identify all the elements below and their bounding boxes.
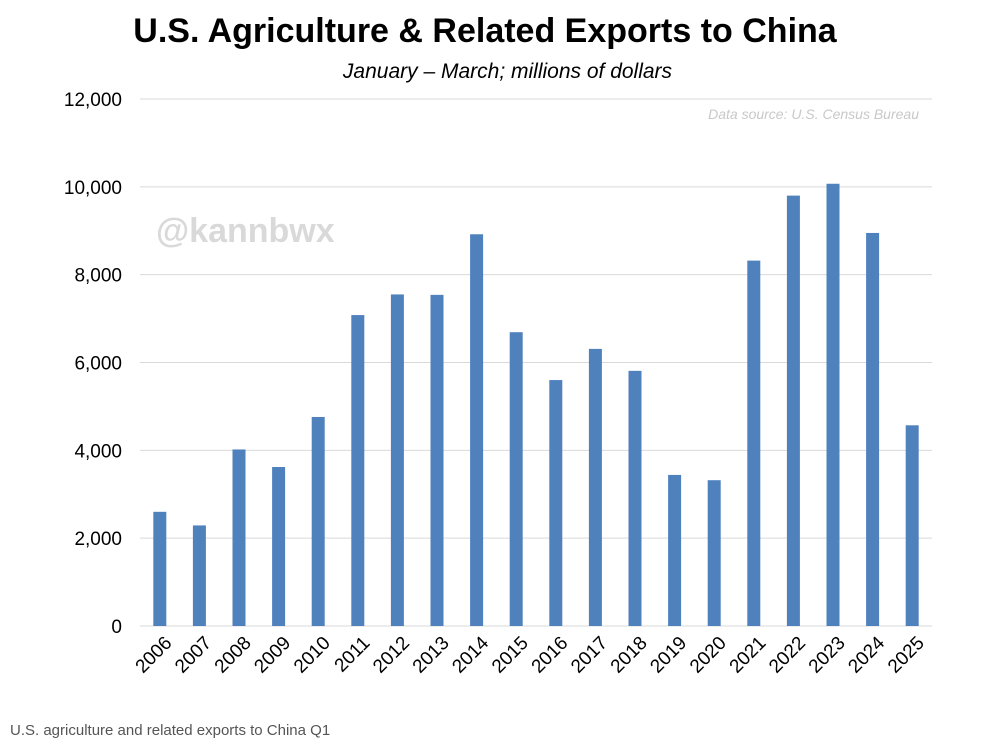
bar-series [153,183,919,627]
y-tick-label: 10,000 [64,178,122,199]
x-tick-label: 2018 [607,633,652,678]
x-tick-label: 2019 [646,633,691,678]
x-tick-label: 2020 [686,633,731,678]
x-tick-label: 2006 [132,633,177,678]
bar [707,480,721,626]
y-tick-label: 8,000 [74,266,122,287]
x-tick-label: 2013 [409,633,454,678]
bar [668,474,682,626]
bar [866,232,880,626]
x-tick-label: 2015 [488,633,533,678]
bar [786,195,800,626]
x-tick-label: 2016 [528,633,573,678]
bar [192,525,206,626]
bar [153,511,167,626]
bar [272,467,286,626]
watermark-text: @kannbwx [156,212,335,250]
x-tick-label: 2007 [171,633,216,678]
x-tick-label: 2008 [211,633,256,678]
x-tick-label: 2009 [250,633,295,678]
x-tick-label: 2025 [884,633,929,678]
bar [747,260,761,626]
bar [628,370,642,626]
x-tick-label: 2021 [726,633,771,678]
bar [311,416,325,626]
figure-caption: U.S. agriculture and related exports to … [10,722,331,739]
x-tick-label: 2014 [448,632,493,677]
x-tick-label: 2022 [765,633,810,678]
bar [588,348,602,626]
bar [232,449,246,626]
data-source-note: Data source: U.S. Census Bureau [708,106,919,122]
bar [390,294,404,626]
x-tick-label: 2023 [805,633,850,678]
bar [905,425,919,626]
gridlines [140,98,932,627]
y-tick-label: 2,000 [74,529,122,550]
x-tick-label: 2012 [369,633,414,678]
y-tick-label: 4,000 [74,441,122,462]
bar [470,234,484,626]
bar [430,294,444,626]
y-axis-ticks: 0 2,000 4,000 6,000 8,000 10,000 12,000 [64,90,122,638]
y-tick-label: 12,000 [64,90,122,111]
chart-subtitle: January – March; millions of dollars [342,60,673,83]
chart-title: U.S. Agriculture & Related Exports to Ch… [133,12,837,50]
x-tick-label: 2024 [844,632,889,677]
bar [549,380,563,626]
bar [509,332,523,626]
bar [351,315,365,626]
y-tick-label: 6,000 [74,354,122,375]
x-tick-label: 2011 [331,633,375,677]
x-axis-ticks: 2006200720082009201020112012201320142015… [132,632,929,677]
x-tick-label: 2017 [567,633,612,678]
y-tick-label: 0 [111,617,122,638]
x-tick-label: 2010 [290,633,335,678]
bar [826,183,840,627]
